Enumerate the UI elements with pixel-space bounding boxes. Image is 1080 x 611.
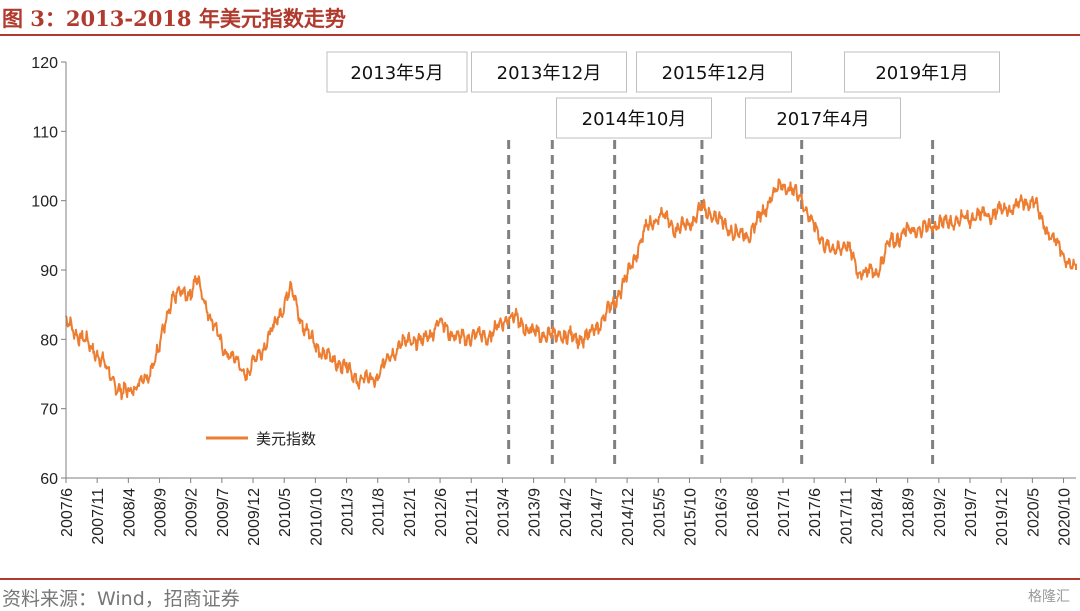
y-tick-label: 120	[31, 55, 58, 72]
x-tick-label: 2013/9	[527, 488, 544, 537]
annotation-box	[745, 97, 901, 139]
x-tick-label: 2020/5	[1025, 488, 1042, 537]
x-tick-label: 2012/11	[464, 488, 481, 545]
x-tick-label: 2011/8	[371, 488, 388, 536]
annotation-box	[556, 97, 712, 139]
x-tick-label: 2018/9	[901, 488, 918, 537]
data-series	[65, 178, 1077, 401]
watermark: 格隆汇	[1028, 589, 1070, 605]
series-line-usd-index	[65, 178, 1077, 401]
annotation-box	[326, 51, 468, 93]
annotation-label: 2014年10月	[582, 109, 687, 130]
annotation-label: 2013年5月	[350, 63, 443, 84]
y-tick-label: 90	[40, 263, 58, 280]
x-tick-label: 2014/2	[558, 488, 575, 537]
usd-index-chart: 60 70 80 90 100 110 120 2007/6 2007/11 2008/4 2008…	[31, 51, 1077, 546]
annotation-box	[844, 51, 1000, 93]
x-tick-label: 2009/12	[246, 488, 263, 546]
x-tick-label: 2007/6	[59, 488, 76, 537]
x-tick-label: 2017/1	[776, 488, 793, 537]
x-tick-label: 2016/3	[714, 488, 731, 537]
annotation-lines	[507, 140, 935, 464]
x-tick-label: 2020/10	[1057, 488, 1074, 546]
axes: 60 70 80 90 100 110 120 2007/6 2007/11 2008/4 2008…	[31, 55, 1076, 546]
x-tick-label: 2012/6	[433, 488, 450, 537]
y-tick-label: 70	[40, 402, 58, 419]
x-tick-label: 2014/12	[620, 488, 637, 546]
x-tick-label: 2019/12	[994, 488, 1011, 546]
source-note: 资料来源：Wind，招商证券	[2, 588, 240, 610]
title-rule	[0, 34, 1080, 36]
x-tick-label: 2013/4	[495, 488, 512, 537]
figure-title: 图 3：2013-2018 年美元指数走势	[2, 6, 346, 31]
y-tick-label: 100	[31, 194, 58, 211]
legend: 美元指数	[206, 430, 316, 448]
x-tick-label: 2012/1	[402, 488, 419, 537]
x-tick-label: 2019/7	[963, 488, 980, 537]
x-tick-label: 2018/4	[869, 488, 886, 537]
x-tick-label: 2008/4	[121, 488, 138, 537]
annotation-label: 2013年12月	[497, 63, 602, 84]
x-tick-label: 2009/2	[184, 488, 201, 537]
x-tick-label: 2008/9	[153, 488, 170, 537]
legend-label: 美元指数	[256, 430, 316, 448]
x-tick-label: 2016/8	[745, 488, 762, 537]
x-tick-label: 2007/11	[90, 488, 107, 545]
y-tick-label: 60	[40, 471, 58, 488]
x-tick-label: 2010/10	[308, 488, 325, 546]
x-tick-label: 2019/2	[932, 488, 949, 537]
x-tick-label: 2015/5	[651, 488, 668, 537]
x-tick-label: 2015/10	[682, 488, 699, 546]
source-rule	[0, 578, 1080, 580]
annotation-label: 2015年12月	[662, 63, 767, 84]
y-tick-label: 80	[40, 332, 58, 349]
x-tick-label: 2009/7	[215, 488, 232, 537]
annotation-box	[471, 51, 627, 93]
annotation-label: 2019年1月	[875, 63, 968, 84]
x-tick-label: 2014/7	[589, 488, 606, 537]
y-tick-label: 110	[32, 124, 58, 141]
x-tick-label: 2017/11	[838, 488, 855, 545]
x-tick-label: 2017/6	[807, 488, 824, 537]
annotation-label: 2017年4月	[776, 109, 869, 130]
annotation-box	[636, 51, 792, 93]
annotation-labels: 2013年5月 2013年12月 2014年10月 2015年12月 2017年4月 20…	[326, 51, 1000, 139]
x-tick-label: 2011/3	[340, 488, 357, 536]
x-tick-label: 2010/5	[277, 488, 294, 537]
